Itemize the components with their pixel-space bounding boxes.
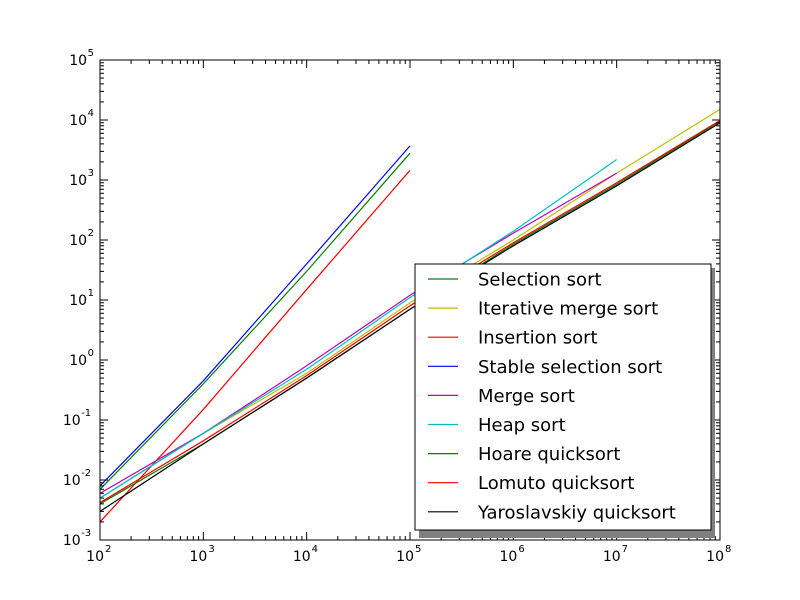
x-tick-exponent: 2 bbox=[105, 544, 111, 555]
x-tick-label: 10 7 bbox=[603, 544, 628, 565]
legend-entry: Heap sort bbox=[428, 415, 566, 436]
x-tick-base: 10 bbox=[86, 549, 104, 565]
y-tick-base: 10 bbox=[63, 473, 81, 489]
x-tick-exponent: 5 bbox=[415, 544, 421, 555]
legend-label: Merge sort bbox=[478, 386, 575, 407]
legend-label: Hoare quicksort bbox=[478, 444, 620, 465]
y-tick-base: 10 bbox=[69, 173, 87, 189]
series-line-4 bbox=[100, 145, 411, 487]
series-line-9 bbox=[100, 122, 720, 512]
x-tick-labels: 10 2 10 3 10 4 10 5 10 6 10 7 10 8 bbox=[86, 544, 731, 565]
y-tick-exponent: 2 bbox=[88, 228, 94, 239]
legend-entry: Iterative merge sort bbox=[428, 299, 658, 320]
x-tick-base: 10 bbox=[293, 549, 311, 565]
series-layer bbox=[100, 108, 720, 523]
y-tick-label: 10 0 bbox=[69, 348, 94, 369]
x-tick-exponent: 6 bbox=[518, 544, 524, 555]
y-tick-label: 10 4 bbox=[69, 108, 94, 129]
y-tick-label: 10 1 bbox=[69, 288, 94, 309]
x-tick-base: 10 bbox=[396, 549, 414, 565]
plot-frame bbox=[99, 59, 721, 541]
y-tick-base: 10 bbox=[63, 533, 81, 549]
y-tick-label: 10 -3 bbox=[63, 528, 91, 549]
y-tick-base: 10 bbox=[69, 233, 87, 249]
x-tick-exponent: 7 bbox=[622, 544, 628, 555]
y-tick-base: 10 bbox=[69, 113, 87, 129]
series-line-5 bbox=[100, 172, 617, 494]
y-tick-exponent: 4 bbox=[88, 108, 94, 119]
y-tick-label: 10 -1 bbox=[63, 408, 91, 429]
x-tick-base: 10 bbox=[706, 549, 724, 565]
legend-label: Stable selection sort bbox=[478, 357, 662, 378]
legend-entry: Insertion sort bbox=[428, 328, 598, 349]
x-tick-label: 10 2 bbox=[86, 544, 111, 565]
y-tick-label: 10 5 bbox=[69, 48, 94, 69]
series-line-8 bbox=[100, 120, 720, 504]
legend-label: Selection sort bbox=[478, 270, 602, 291]
y-tick-exponent: 3 bbox=[88, 168, 94, 179]
legend-entry: Yaroslavskiy quicksort bbox=[428, 502, 676, 523]
y-tick-base: 10 bbox=[63, 413, 81, 429]
y-tick-exponent: 5 bbox=[88, 48, 94, 59]
legend-label: Heap sort bbox=[478, 415, 566, 436]
x-tick-label: 10 5 bbox=[396, 544, 421, 565]
y-tick-label: 10 2 bbox=[69, 228, 94, 249]
x-tick-base: 10 bbox=[603, 549, 621, 565]
y-tick-base: 10 bbox=[69, 53, 87, 69]
legend-label: Insertion sort bbox=[478, 328, 598, 349]
x-tick-exponent: 8 bbox=[725, 544, 731, 555]
legend-entry: Stable selection sort bbox=[428, 357, 662, 378]
series-line-1 bbox=[100, 152, 411, 490]
y-tick-base: 10 bbox=[69, 293, 87, 309]
y-tick-base: 10 bbox=[69, 353, 87, 369]
y-tick-exponent: 0 bbox=[88, 348, 94, 359]
legend-label: Yaroslavskiy quicksort bbox=[477, 502, 676, 523]
legend-label: Lomuto quicksort bbox=[478, 473, 634, 494]
x-tick-label: 10 6 bbox=[500, 544, 525, 565]
series-line-6 bbox=[100, 158, 618, 499]
y-tick-label: 10 -2 bbox=[63, 468, 91, 489]
legend-entry: Lomuto quicksort bbox=[428, 473, 634, 494]
x-tick-label: 10 8 bbox=[706, 544, 731, 565]
x-tick-exponent: 3 bbox=[208, 544, 214, 555]
x-tick-base: 10 bbox=[190, 549, 208, 565]
legend-entry: Merge sort bbox=[428, 386, 575, 407]
legend-box bbox=[414, 263, 712, 531]
y-tick-label: 10 3 bbox=[69, 168, 94, 189]
x-tick-label: 10 3 bbox=[190, 544, 215, 565]
legend-entry: Hoare quicksort bbox=[428, 444, 620, 465]
legend-entry: Selection sort bbox=[428, 270, 602, 291]
x-tick-base: 10 bbox=[500, 549, 518, 565]
y-tick-exponent: -1 bbox=[81, 408, 91, 419]
x-tick-label: 10 4 bbox=[293, 544, 318, 565]
y-tick-exponent: 1 bbox=[88, 288, 94, 299]
y-tick-exponent: -2 bbox=[81, 468, 91, 479]
legend-items: Selection sort Iterative merge sort Insert… bbox=[428, 270, 676, 523]
legend-label: Iterative merge sort bbox=[478, 299, 658, 320]
x-tick-exponent: 4 bbox=[312, 544, 318, 555]
y-tick-exponent: -3 bbox=[81, 528, 91, 539]
legend: Selection sort Iterative merge sort Insert… bbox=[414, 263, 715, 538]
